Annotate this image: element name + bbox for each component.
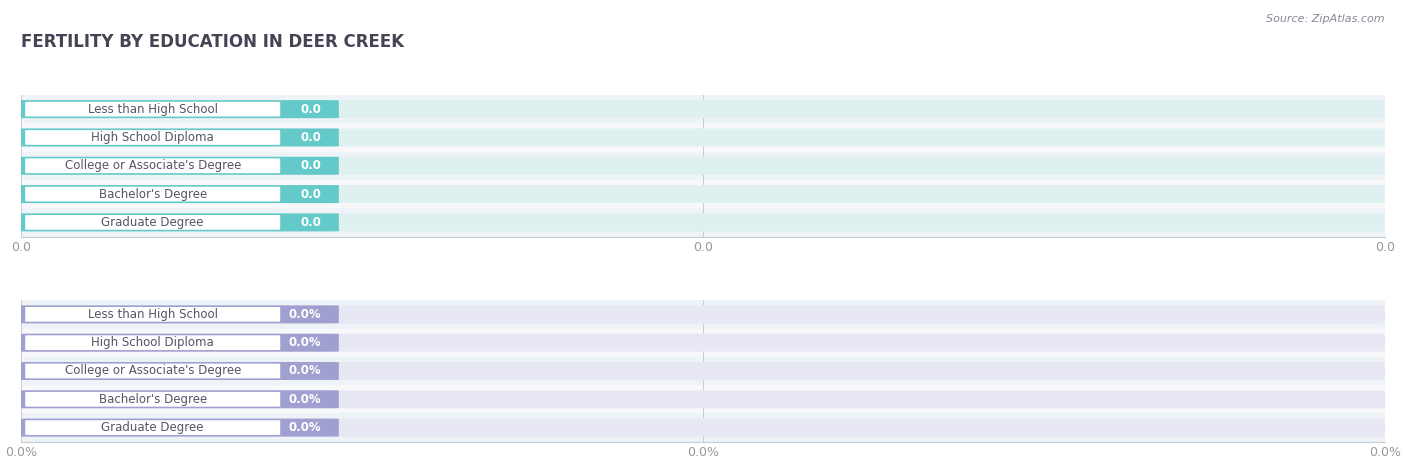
FancyBboxPatch shape — [25, 102, 280, 116]
FancyBboxPatch shape — [17, 418, 1389, 437]
FancyBboxPatch shape — [17, 390, 1389, 408]
FancyBboxPatch shape — [17, 362, 339, 380]
FancyBboxPatch shape — [25, 363, 280, 379]
FancyBboxPatch shape — [25, 187, 280, 201]
FancyBboxPatch shape — [25, 420, 280, 435]
Text: Graduate Degree: Graduate Degree — [101, 216, 204, 229]
FancyBboxPatch shape — [25, 307, 280, 322]
FancyBboxPatch shape — [17, 333, 1389, 352]
FancyBboxPatch shape — [17, 390, 339, 408]
FancyBboxPatch shape — [17, 305, 339, 323]
Text: Less than High School: Less than High School — [87, 308, 218, 321]
FancyBboxPatch shape — [17, 362, 1389, 380]
Text: College or Associate's Degree: College or Associate's Degree — [65, 159, 240, 172]
FancyBboxPatch shape — [17, 100, 339, 118]
FancyBboxPatch shape — [17, 157, 339, 175]
Bar — [21, 329, 1385, 357]
FancyBboxPatch shape — [25, 130, 280, 145]
FancyBboxPatch shape — [17, 128, 1389, 146]
Text: Bachelor's Degree: Bachelor's Degree — [98, 188, 207, 200]
Text: 0.0: 0.0 — [301, 131, 321, 144]
Text: Graduate Degree: Graduate Degree — [101, 421, 204, 434]
Bar — [21, 357, 1385, 385]
Text: Bachelor's Degree: Bachelor's Degree — [98, 393, 207, 406]
FancyBboxPatch shape — [25, 215, 280, 230]
Text: College or Associate's Degree: College or Associate's Degree — [65, 364, 240, 378]
Bar — [21, 300, 1385, 329]
Text: 0.0%: 0.0% — [288, 336, 321, 349]
FancyBboxPatch shape — [17, 418, 339, 437]
FancyBboxPatch shape — [17, 100, 1389, 118]
Text: High School Diploma: High School Diploma — [91, 131, 214, 144]
FancyBboxPatch shape — [17, 213, 1389, 231]
FancyBboxPatch shape — [17, 305, 1389, 323]
FancyBboxPatch shape — [17, 128, 339, 146]
Text: 0.0%: 0.0% — [288, 308, 321, 321]
Text: 0.0: 0.0 — [301, 216, 321, 229]
FancyBboxPatch shape — [17, 185, 339, 203]
FancyBboxPatch shape — [17, 157, 1389, 175]
Text: FERTILITY BY EDUCATION IN DEER CREEK: FERTILITY BY EDUCATION IN DEER CREEK — [21, 33, 404, 51]
FancyBboxPatch shape — [17, 333, 339, 352]
Bar — [21, 95, 1385, 124]
Bar — [21, 124, 1385, 152]
Bar — [21, 208, 1385, 237]
Text: Less than High School: Less than High School — [87, 103, 218, 115]
FancyBboxPatch shape — [17, 213, 339, 231]
Bar — [21, 385, 1385, 413]
Text: 0.0: 0.0 — [301, 103, 321, 115]
Text: Source: ZipAtlas.com: Source: ZipAtlas.com — [1267, 14, 1385, 24]
Text: 0.0%: 0.0% — [288, 364, 321, 378]
FancyBboxPatch shape — [25, 335, 280, 350]
Text: High School Diploma: High School Diploma — [91, 336, 214, 349]
Bar — [21, 152, 1385, 180]
FancyBboxPatch shape — [25, 392, 280, 407]
FancyBboxPatch shape — [25, 158, 280, 173]
Text: 0.0: 0.0 — [301, 188, 321, 200]
Bar — [21, 413, 1385, 442]
Bar — [21, 180, 1385, 208]
Text: 0.0%: 0.0% — [288, 421, 321, 434]
Text: 0.0: 0.0 — [301, 159, 321, 172]
FancyBboxPatch shape — [17, 185, 1389, 203]
Text: 0.0%: 0.0% — [288, 393, 321, 406]
